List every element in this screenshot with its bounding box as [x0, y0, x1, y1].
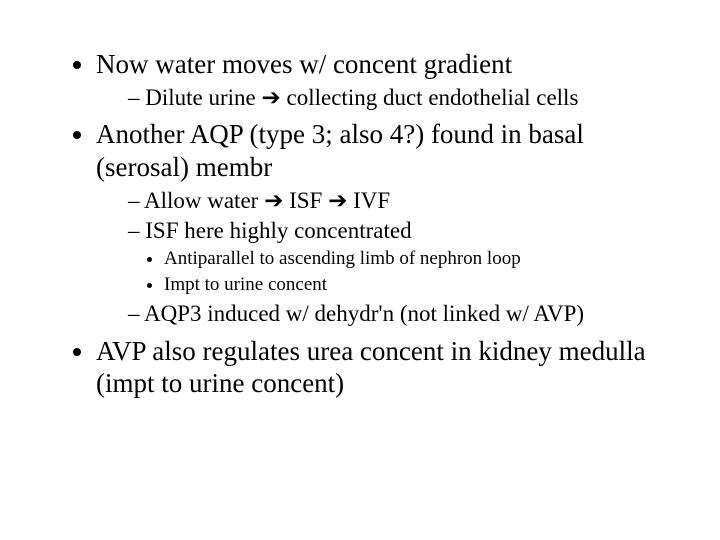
bullet-level1: Now water moves w/ concent gradient Dilu… — [96, 48, 680, 112]
bullet-list-level2: Allow water ➔ ISF ➔ IVF ISF here highly … — [96, 186, 680, 329]
bullet-text: Impt to urine concent — [164, 274, 327, 295]
bullet-level1: Another AQP (type 3; also 4?) found in b… — [96, 118, 680, 329]
bullet-text: Allow water ➔ ISF ➔ IVF — [144, 188, 390, 213]
bullet-text: Now water moves w/ concent gradient — [96, 49, 512, 79]
bullet-level2: Dilute urine ➔ collecting duct endotheli… — [128, 83, 680, 112]
bullet-text: AVP also regulates urea concent in kidne… — [96, 336, 646, 399]
bullet-level3: Antiparallel to ascending limb of nephro… — [164, 247, 680, 271]
bullet-text: Another AQP (type 3; also 4?) found in b… — [96, 119, 584, 182]
bullet-text: ISF here highly concentrated — [145, 218, 411, 243]
bullet-list-level1: Now water moves w/ concent gradient Dilu… — [40, 48, 680, 400]
bullet-level2: ISF here highly concentrated Antiparalle… — [128, 217, 680, 297]
bullet-list-level2: Dilute urine ➔ collecting duct endotheli… — [96, 83, 680, 112]
slide-body: Now water moves w/ concent gradient Dilu… — [0, 0, 720, 540]
bullet-text: Antiparallel to ascending limb of nephro… — [164, 248, 521, 269]
bullet-level1: AVP also regulates urea concent in kidne… — [96, 335, 680, 401]
bullet-level2: AQP3 induced w/ dehydr'n (not linked w/ … — [128, 300, 680, 328]
bullet-text: Dilute urine ➔ collecting duct endotheli… — [145, 85, 578, 110]
bullet-list-level3: Antiparallel to ascending limb of nephro… — [128, 247, 680, 297]
bullet-level3: Impt to urine concent — [164, 273, 680, 297]
bullet-text: AQP3 induced w/ dehydr'n (not linked w/ … — [144, 301, 584, 326]
bullet-level2: Allow water ➔ ISF ➔ IVF — [128, 186, 680, 215]
